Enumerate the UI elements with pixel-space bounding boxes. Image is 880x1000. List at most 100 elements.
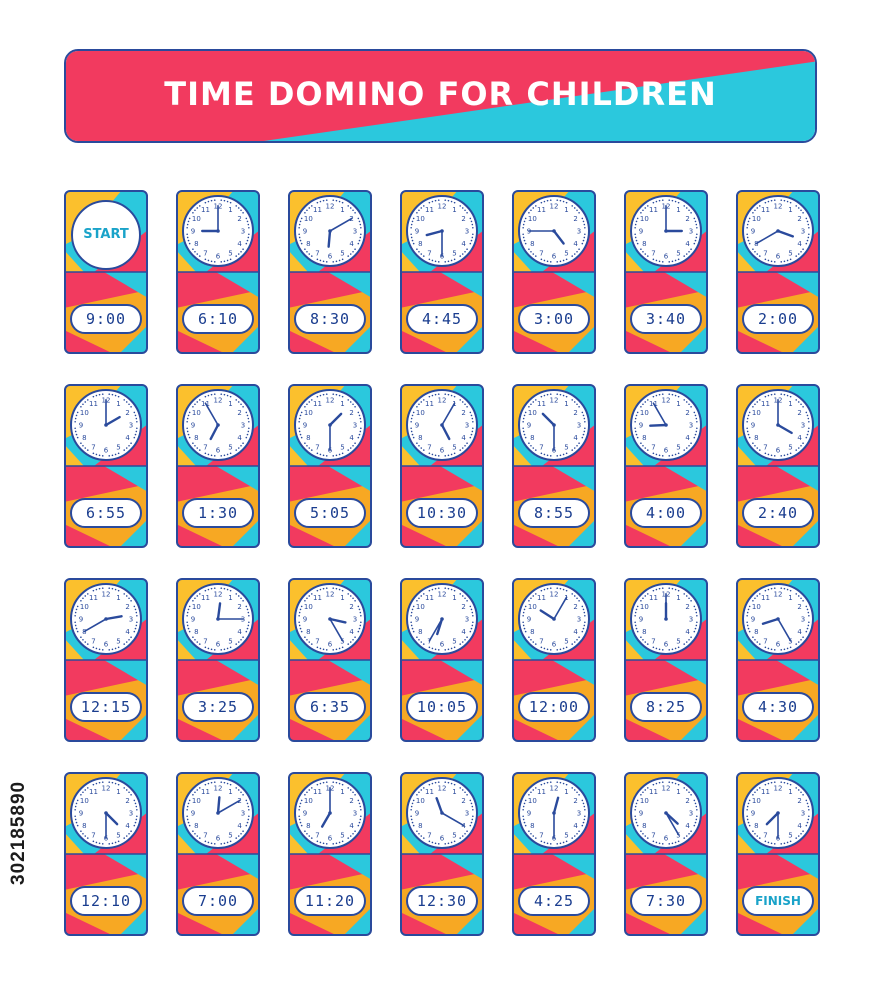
title-banner: TIME DOMINO FOR CHILDREN [64, 49, 817, 143]
domino-tile[interactable]: 123456789101112FINISH [736, 772, 820, 936]
domino-tile[interactable]: 1234567891011122:00 [736, 190, 820, 354]
svg-text:3: 3 [241, 228, 245, 236]
svg-text:6: 6 [216, 835, 221, 843]
domino-tile[interactable]: 1234567891011128:55 [512, 384, 596, 548]
analog-clock: 123456789101112 [742, 195, 814, 267]
svg-text:12: 12 [662, 785, 671, 793]
digital-time: 12:15 [70, 692, 142, 722]
svg-text:3: 3 [689, 228, 693, 236]
domino-tile[interactable]: 12345678910111212:30 [400, 772, 484, 936]
svg-text:6: 6 [664, 447, 669, 455]
svg-text:3: 3 [353, 810, 357, 818]
svg-text:8: 8 [754, 434, 758, 442]
svg-text:8: 8 [418, 434, 422, 442]
domino-tile[interactable]: 12345678910111210:05 [400, 578, 484, 742]
svg-text:6: 6 [104, 447, 109, 455]
domino-tile[interactable]: 12345678910111212:15 [64, 578, 148, 742]
svg-text:4: 4 [125, 628, 130, 636]
svg-text:12: 12 [326, 203, 335, 211]
domino-tile[interactable]: 1234567891011123:40 [624, 190, 708, 354]
svg-text:4: 4 [349, 822, 354, 830]
domino-tile[interactable]: 1234567891011127:30 [624, 772, 708, 936]
svg-text:2: 2 [237, 215, 241, 223]
svg-text:8: 8 [642, 240, 646, 248]
svg-text:12: 12 [326, 591, 335, 599]
domino-background: 123456789101112 [512, 578, 596, 742]
svg-text:2: 2 [125, 409, 129, 417]
domino-tile[interactable]: START 9:00 [64, 190, 148, 354]
svg-text:5: 5 [452, 443, 456, 451]
svg-text:3: 3 [353, 228, 357, 236]
minute-hand [329, 217, 353, 232]
svg-text:7: 7 [91, 831, 95, 839]
minute-hand [755, 230, 779, 245]
svg-text:4: 4 [349, 628, 354, 636]
digital-time: 6:55 [70, 498, 142, 528]
svg-text:4: 4 [573, 822, 578, 830]
domino-tile[interactable]: 12345678910111212:00 [512, 578, 596, 742]
svg-text:2: 2 [797, 603, 801, 611]
svg-text:8: 8 [194, 822, 198, 830]
domino-tile[interactable]: 12345678910111211:20 [288, 772, 372, 936]
svg-text:6: 6 [440, 835, 445, 843]
domino-tile[interactable]: 1234567891011124:45 [400, 190, 484, 354]
svg-text:11: 11 [313, 400, 322, 408]
svg-text:12: 12 [550, 397, 559, 405]
domino-tile[interactable]: 1234567891011124:00 [624, 384, 708, 548]
hour-hand [552, 229, 565, 245]
domino-tile[interactable]: 1234567891011126:35 [288, 578, 372, 742]
domino-tile[interactable]: 1234567891011123:00 [512, 190, 596, 354]
svg-text:5: 5 [564, 637, 568, 645]
svg-text:4: 4 [685, 240, 690, 248]
domino-tile[interactable]: 12345678910111212:10 [64, 772, 148, 936]
domino-tile[interactable]: 1234567891011126:10 [176, 190, 260, 354]
svg-text:4: 4 [797, 240, 802, 248]
domino-tile[interactable]: 1234567891011128:25 [624, 578, 708, 742]
domino-tile[interactable]: 1234567891011123:25 [176, 578, 260, 742]
svg-text:6: 6 [552, 253, 557, 261]
svg-text:9: 9 [303, 616, 307, 624]
digital-time: 3:25 [182, 692, 254, 722]
hour-hand [104, 615, 123, 621]
svg-text:7: 7 [203, 249, 207, 257]
svg-text:2: 2 [685, 409, 689, 417]
svg-text:12: 12 [774, 785, 783, 793]
banner-background [66, 51, 815, 141]
domino-tile[interactable]: 1234567891011125:05 [288, 384, 372, 548]
domino-tile[interactable]: 12345678910111210:30 [400, 384, 484, 548]
svg-text:6: 6 [216, 641, 221, 649]
svg-text:3: 3 [241, 810, 245, 818]
hour-hand [649, 423, 668, 427]
hour-hand [552, 796, 560, 815]
svg-text:7: 7 [539, 637, 543, 645]
svg-text:11: 11 [649, 788, 658, 796]
analog-clock: 123456789101112 [630, 195, 702, 267]
svg-text:10: 10 [528, 409, 537, 417]
svg-text:7: 7 [763, 831, 767, 839]
domino-tile[interactable]: 1234567891011121:30 [176, 384, 260, 548]
domino-tile[interactable]: 1234567891011124:30 [736, 578, 820, 742]
digital-time: 10:30 [406, 498, 478, 528]
domino-tile[interactable]: 1234567891011126:55 [64, 384, 148, 548]
domino-tile[interactable]: 1234567891011124:25 [512, 772, 596, 936]
minute-hand [428, 618, 443, 642]
svg-text:4: 4 [125, 434, 130, 442]
svg-text:2: 2 [573, 215, 577, 223]
digital-time: 4:45 [406, 304, 478, 334]
svg-text:5: 5 [228, 443, 232, 451]
svg-text:11: 11 [425, 400, 434, 408]
svg-text:4: 4 [237, 628, 242, 636]
svg-text:2: 2 [349, 409, 353, 417]
domino-tile[interactable]: 1234567891011127:00 [176, 772, 260, 936]
domino-tile[interactable]: 1234567891011122:40 [736, 384, 820, 548]
svg-text:3: 3 [689, 810, 693, 818]
svg-text:11: 11 [89, 400, 98, 408]
svg-text:11: 11 [201, 206, 210, 214]
svg-text:10: 10 [528, 603, 537, 611]
hour-hand [209, 423, 220, 441]
svg-text:3: 3 [465, 228, 469, 236]
svg-text:3: 3 [465, 422, 469, 430]
svg-text:5: 5 [340, 443, 344, 451]
domino-tile[interactable]: 1234567891011128:30 [288, 190, 372, 354]
svg-text:5: 5 [564, 831, 568, 839]
